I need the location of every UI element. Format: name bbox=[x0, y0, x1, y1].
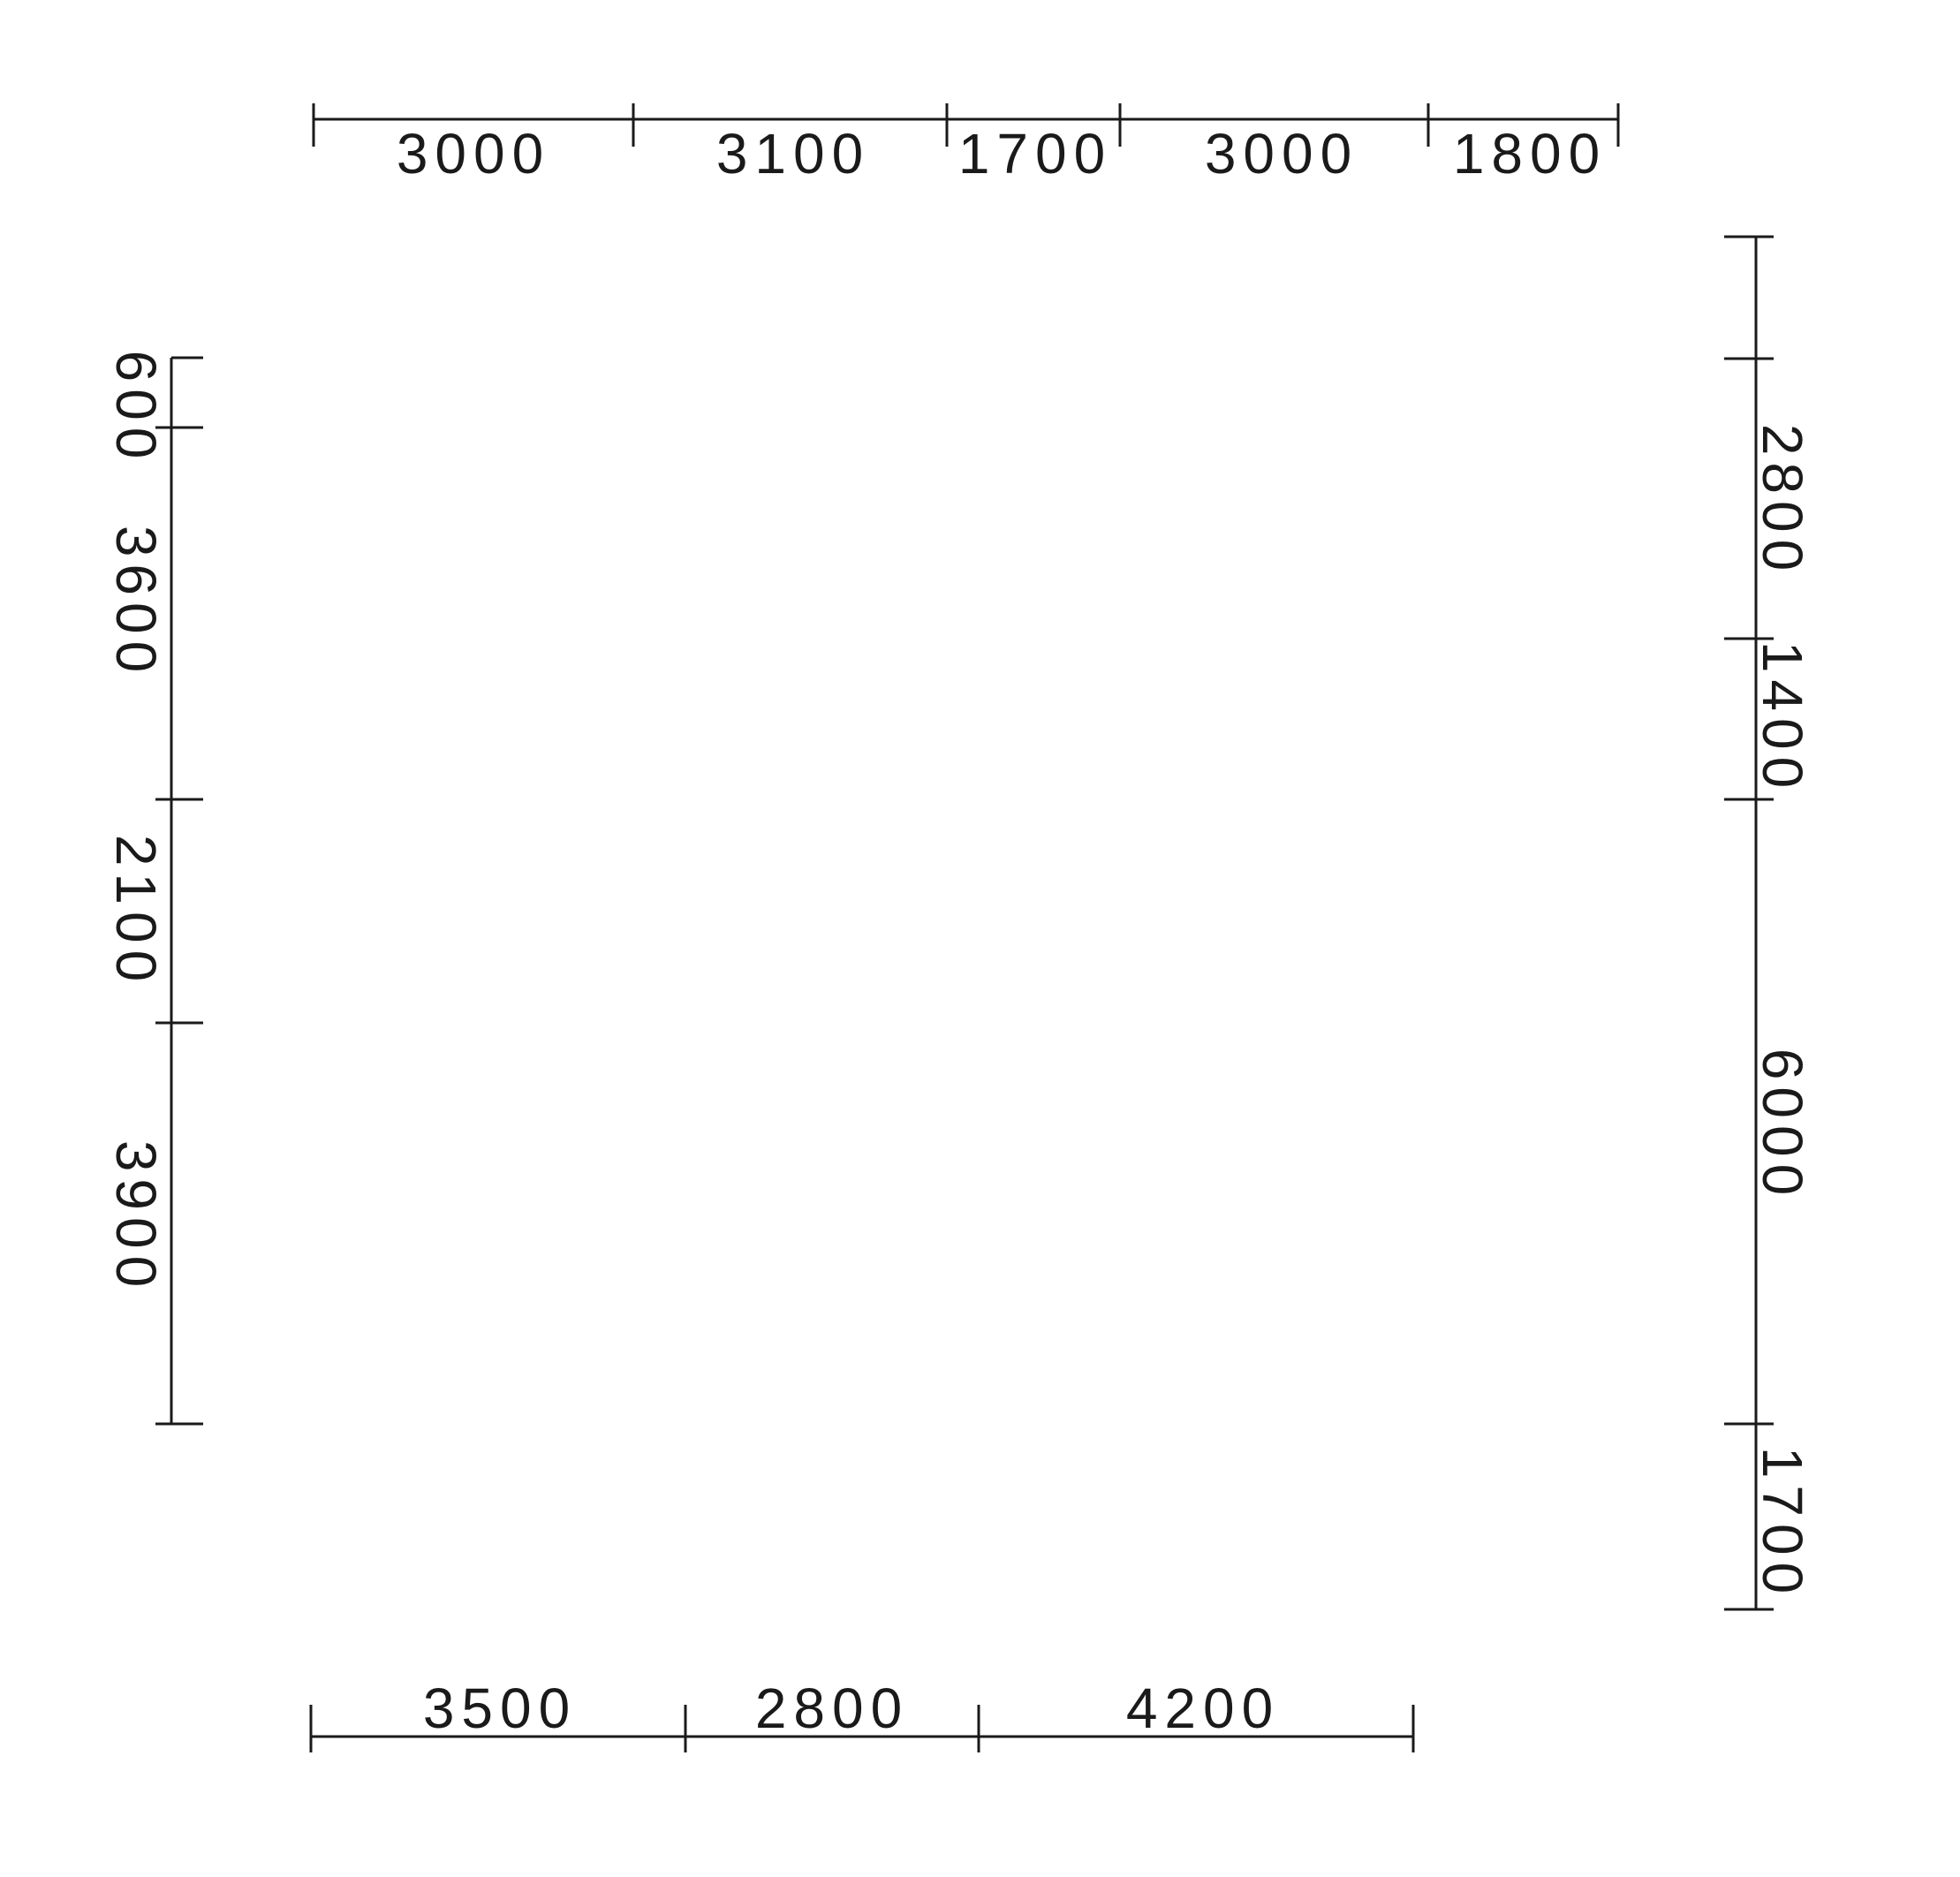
top-dimension-label: 3000 bbox=[397, 122, 550, 185]
top-dimension-chain: 3000 3100 1700 3000 1800 bbox=[312, 103, 1620, 185]
bottom-dimension-label: 4200 bbox=[1126, 1676, 1280, 1740]
bottom-dimension-label: 2800 bbox=[755, 1676, 909, 1740]
left-dimension-label: 3900 bbox=[104, 1140, 168, 1294]
left-dimension-chain: 600 3600 2100 3900 bbox=[104, 351, 203, 1426]
top-dimension-label: 3100 bbox=[716, 122, 870, 185]
top-dimension-label: 1800 bbox=[1453, 122, 1607, 185]
top-dimension-label: 3000 bbox=[1205, 122, 1358, 185]
right-dimension-label: 2800 bbox=[1751, 424, 1814, 578]
bottom-dimension-label: 3500 bbox=[423, 1676, 577, 1740]
right-dimension-chain: 2800 1400 6000 1700 bbox=[1724, 235, 1814, 1611]
left-dimension-label: 2100 bbox=[104, 835, 168, 988]
left-dimension-label: 600 bbox=[104, 351, 168, 466]
top-dimension-label: 1700 bbox=[958, 122, 1112, 185]
right-dimension-label: 1400 bbox=[1751, 641, 1814, 795]
right-dimension-label: 1700 bbox=[1751, 1447, 1814, 1601]
left-dimension-label: 3600 bbox=[104, 526, 168, 679]
bottom-dimension-chain: 3500 2800 4200 bbox=[309, 1676, 1415, 1752]
right-dimension-label: 6000 bbox=[1751, 1048, 1814, 1202]
